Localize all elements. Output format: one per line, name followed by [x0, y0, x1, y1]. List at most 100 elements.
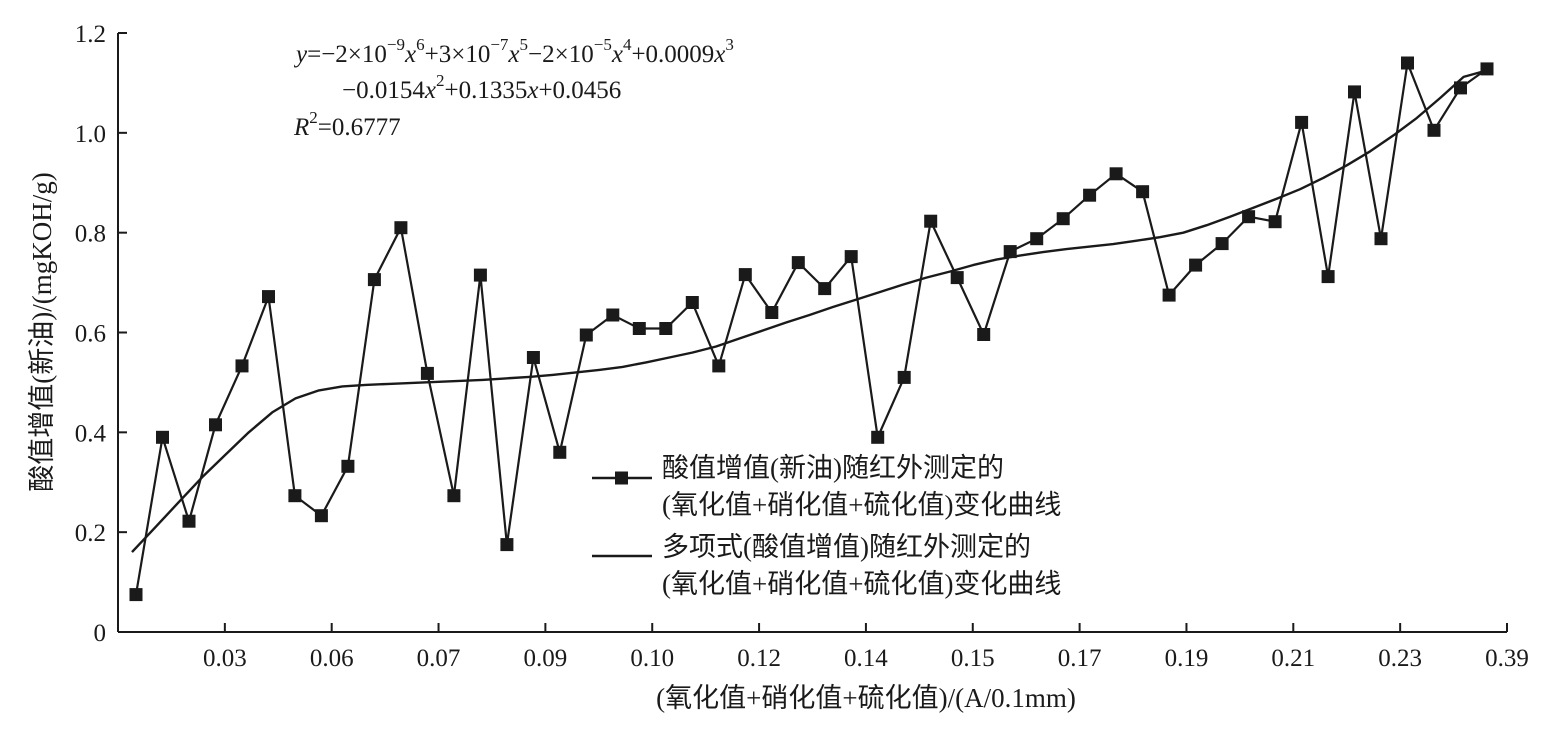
- data-point-marker: [526, 351, 540, 364]
- data-point-marker: [791, 256, 805, 270]
- x-tick-label: 0.03: [203, 645, 247, 672]
- data-point-marker: [473, 268, 487, 282]
- legend-label-2-line-2: (氧化值+硝化值+硫化值)变化曲线: [662, 569, 1061, 599]
- data-point-marker: [156, 430, 169, 444]
- y-tick-label: 0.2: [75, 520, 106, 547]
- data-point-marker: [314, 509, 328, 523]
- data-point-marker: [897, 370, 911, 384]
- x-tick-label: 0.12: [737, 645, 781, 672]
- data-point-marker: [1454, 81, 1467, 95]
- data-point-marker: [209, 418, 222, 432]
- data-point-marker: [1189, 258, 1203, 272]
- data-point-marker: [420, 366, 434, 380]
- data-point-marker: [924, 214, 938, 228]
- data-point-marker: [1136, 185, 1150, 199]
- y-axis-title: 酸值增值(新油)/(mgKOH/g): [27, 172, 57, 491]
- eq-exp-7: 3: [725, 35, 734, 54]
- x-tick-label: 0.17: [1058, 645, 1102, 672]
- equation-line-1: y=−2×10−9x6+3×10−7x5−2×10−5x4+0.0009x3: [293, 35, 734, 68]
- y-tick-label: 0.6: [75, 321, 106, 348]
- eq-exp-6: 4: [623, 35, 632, 54]
- legend-label-1-line-2: (氧化值+硝化值+硫化值)变化曲线: [662, 490, 1061, 520]
- data-point-marker: [1427, 123, 1441, 137]
- data-point-marker: [288, 489, 302, 503]
- data-point-marker: [844, 250, 858, 264]
- data-point-marker: [977, 328, 991, 341]
- y-tick-label: 0.8: [75, 221, 106, 248]
- eq-exp-1: −9: [387, 35, 405, 54]
- data-point-marker: [1480, 62, 1494, 76]
- data-point-marker: [1056, 212, 1070, 226]
- eq-x-1: x: [404, 41, 416, 68]
- eq-exp-4: 5: [520, 35, 529, 54]
- x-tick-label: 0.15: [951, 645, 995, 672]
- data-point-marker: [1162, 288, 1176, 302]
- equation-y-variable: y: [293, 41, 308, 68]
- y-ticks: 0 0.2 0.4 0.6 0.8 1.0 1.2: [75, 21, 127, 647]
- legend-square-marker: [615, 471, 628, 485]
- eq-x-2: x: [507, 41, 519, 68]
- x-tick-label: 0.06: [310, 645, 354, 672]
- r-squared-label: R2=0.6777: [293, 108, 401, 141]
- x-tick-label: 0.23: [1378, 645, 1422, 672]
- data-point-marker: [1083, 188, 1097, 202]
- data-point-marker: [1242, 210, 1256, 224]
- data-point-marker: [500, 538, 514, 552]
- eq-x-3: x: [611, 41, 623, 68]
- data-point-marker: [738, 268, 752, 282]
- eq-x-4: x: [713, 41, 725, 68]
- eq-exp-3: −7: [490, 35, 509, 54]
- data-point-marker: [1295, 115, 1309, 129]
- data-point-marker: [394, 221, 408, 235]
- x-tick-label: 0.39: [1485, 645, 1529, 672]
- y-tick-label: 0: [94, 620, 107, 647]
- data-point-marker: [1109, 167, 1123, 181]
- legend-label-1-line-1: 酸值增值(新油)随红外测定的: [662, 453, 1004, 483]
- x-tick-label: 0.19: [1165, 645, 1209, 672]
- data-point-marker: [553, 445, 567, 459]
- data-series-line: [134, 58, 1488, 595]
- trend-series-line: [131, 69, 1488, 553]
- equation-line-2: −0.0154x2+0.1335x+0.0456: [342, 71, 621, 104]
- data-point-marker: [235, 359, 249, 373]
- data-point-marker: [632, 322, 646, 335]
- x-ticks: 0.03 0.06 0.07 0.09 0.10 0.12 0.14 0.15 0.17 0.19…: [203, 623, 1529, 672]
- data-point-marker: [1374, 232, 1388, 246]
- data-point-marker: [341, 459, 355, 473]
- data-point-marker: [447, 489, 461, 503]
- data-point-marker: [1401, 56, 1414, 70]
- data-point-marker: [950, 271, 964, 285]
- data-point-marker: [659, 322, 673, 335]
- data-point-marker: [367, 273, 381, 287]
- data-point-marker: [765, 306, 779, 319]
- data-point-marker: [712, 359, 726, 373]
- eq-exp-5: −5: [594, 35, 612, 54]
- eq-term-3: −2×10: [528, 41, 594, 68]
- y-tick-label: 0.4: [75, 420, 107, 447]
- series-layer: [129, 56, 1494, 602]
- eq-term-2: +3×10: [425, 41, 491, 68]
- data-point-marker: [579, 328, 593, 342]
- data-point-marker: [1030, 232, 1044, 246]
- x-tick-label: 0.21: [1271, 645, 1315, 672]
- data-point-marker: [871, 430, 885, 444]
- data-point-marker: [1348, 85, 1361, 99]
- data-point-marker: [1003, 245, 1017, 259]
- legend-label-2-line-1: 多项式(酸值增值)随红外测定的: [662, 532, 1031, 562]
- equation-line-1-rest: =−2×10: [307, 41, 387, 68]
- data-point-marker: [1268, 215, 1282, 229]
- x-axis-title: (氧化值+硝化值+硫化值)/(A/0.1mm): [656, 683, 1076, 713]
- data-point-marker: [262, 290, 275, 304]
- y-tick-label: 1.2: [75, 21, 106, 48]
- data-point-marker: [606, 308, 620, 322]
- x-tick-label: 0.10: [630, 645, 674, 672]
- x-tick-label: 0.09: [524, 645, 568, 672]
- data-point-marker: [1321, 270, 1335, 284]
- data-point-marker: [182, 514, 196, 528]
- data-point-marker: [685, 296, 699, 309]
- eq-term-4: +0.0009: [631, 41, 714, 68]
- eq-exp-2: 6: [416, 35, 425, 54]
- data-point-marker: [1215, 237, 1229, 251]
- equation-annotation: y=−2×10−9x6+3×10−7x5−2×10−5x4+0.0009x3 −…: [293, 35, 734, 141]
